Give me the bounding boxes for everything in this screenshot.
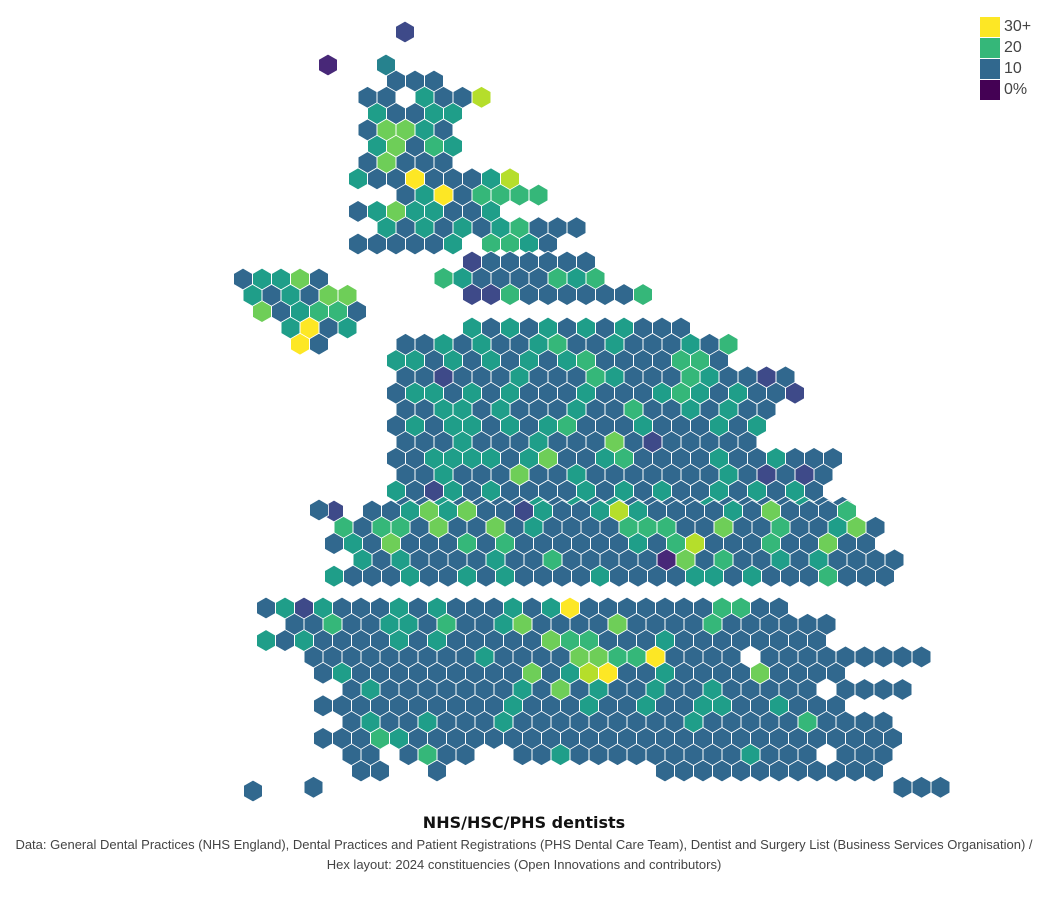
constituency-hex xyxy=(443,232,463,256)
constituency-hex xyxy=(318,53,338,77)
constituency-hex xyxy=(892,678,913,701)
legend-swatch-30 xyxy=(980,16,1000,37)
hex-map xyxy=(233,20,951,803)
chart-title: NHS/HSC/PHS dentists xyxy=(422,813,626,832)
constituency-hex xyxy=(348,232,368,256)
constituency-hex xyxy=(370,759,390,783)
legend-item-10: 10 xyxy=(980,58,1031,79)
constituency-hex xyxy=(911,645,932,669)
legend-item-20: 20 xyxy=(980,37,1031,58)
constituency-hex xyxy=(256,629,276,652)
constituency-hex xyxy=(337,316,358,340)
constituency-hex xyxy=(566,216,587,240)
constituency-hex xyxy=(455,743,476,767)
legend-label-10: 10 xyxy=(1004,59,1022,77)
legend-item-30: 30+ xyxy=(980,16,1031,37)
legend-label-0: 0% xyxy=(1004,80,1028,98)
constituency-hex xyxy=(930,775,951,799)
source-note: Data: General Dental Practices (NHS Engl… xyxy=(15,835,1033,875)
constituency-hex xyxy=(256,596,276,620)
source-line-1: Data: General Dental Practices (NHS Engl… xyxy=(15,837,1033,852)
constituency-hex xyxy=(892,775,913,799)
constituency-hex xyxy=(911,775,932,799)
constituency-hex xyxy=(873,645,894,669)
legend-item-0: 0% xyxy=(980,79,1031,100)
constituency-hex xyxy=(873,678,894,701)
constituency-hex xyxy=(376,53,396,77)
constituency-hex xyxy=(313,727,333,750)
legend-label-20: 20 xyxy=(1004,38,1022,56)
constituency-hex xyxy=(854,645,875,669)
constituency-hex xyxy=(528,183,549,207)
constituency-hex xyxy=(471,85,492,109)
constituency-hex xyxy=(309,332,329,356)
constituency-hex xyxy=(633,283,653,306)
legend-swatch-0 xyxy=(980,79,1000,100)
constituency-hex xyxy=(875,564,895,588)
legend-label-30: 30+ xyxy=(1004,17,1032,35)
source-line-2: Hex layout: 2024 constituencies (Open In… xyxy=(326,857,722,872)
constituency-hex xyxy=(892,645,913,669)
constituency-hex xyxy=(614,283,634,306)
constituency-hex xyxy=(864,759,884,783)
constituency-hex xyxy=(348,200,368,223)
constituency-hex xyxy=(303,775,324,799)
legend: 30+ 20 10 0% xyxy=(980,16,1031,100)
legend-swatch-10 xyxy=(980,58,1000,79)
legend-swatch-20 xyxy=(980,37,1000,58)
constituency-hex xyxy=(395,20,415,44)
constituency-hex xyxy=(427,759,447,783)
constituency-hex xyxy=(324,564,344,588)
constituency-hex xyxy=(243,779,263,803)
constituency-hex xyxy=(313,694,333,718)
constituency-hex xyxy=(785,381,805,405)
constituency-hex xyxy=(433,266,454,290)
constituency-hex xyxy=(309,498,329,522)
constituency-hex xyxy=(854,678,875,701)
